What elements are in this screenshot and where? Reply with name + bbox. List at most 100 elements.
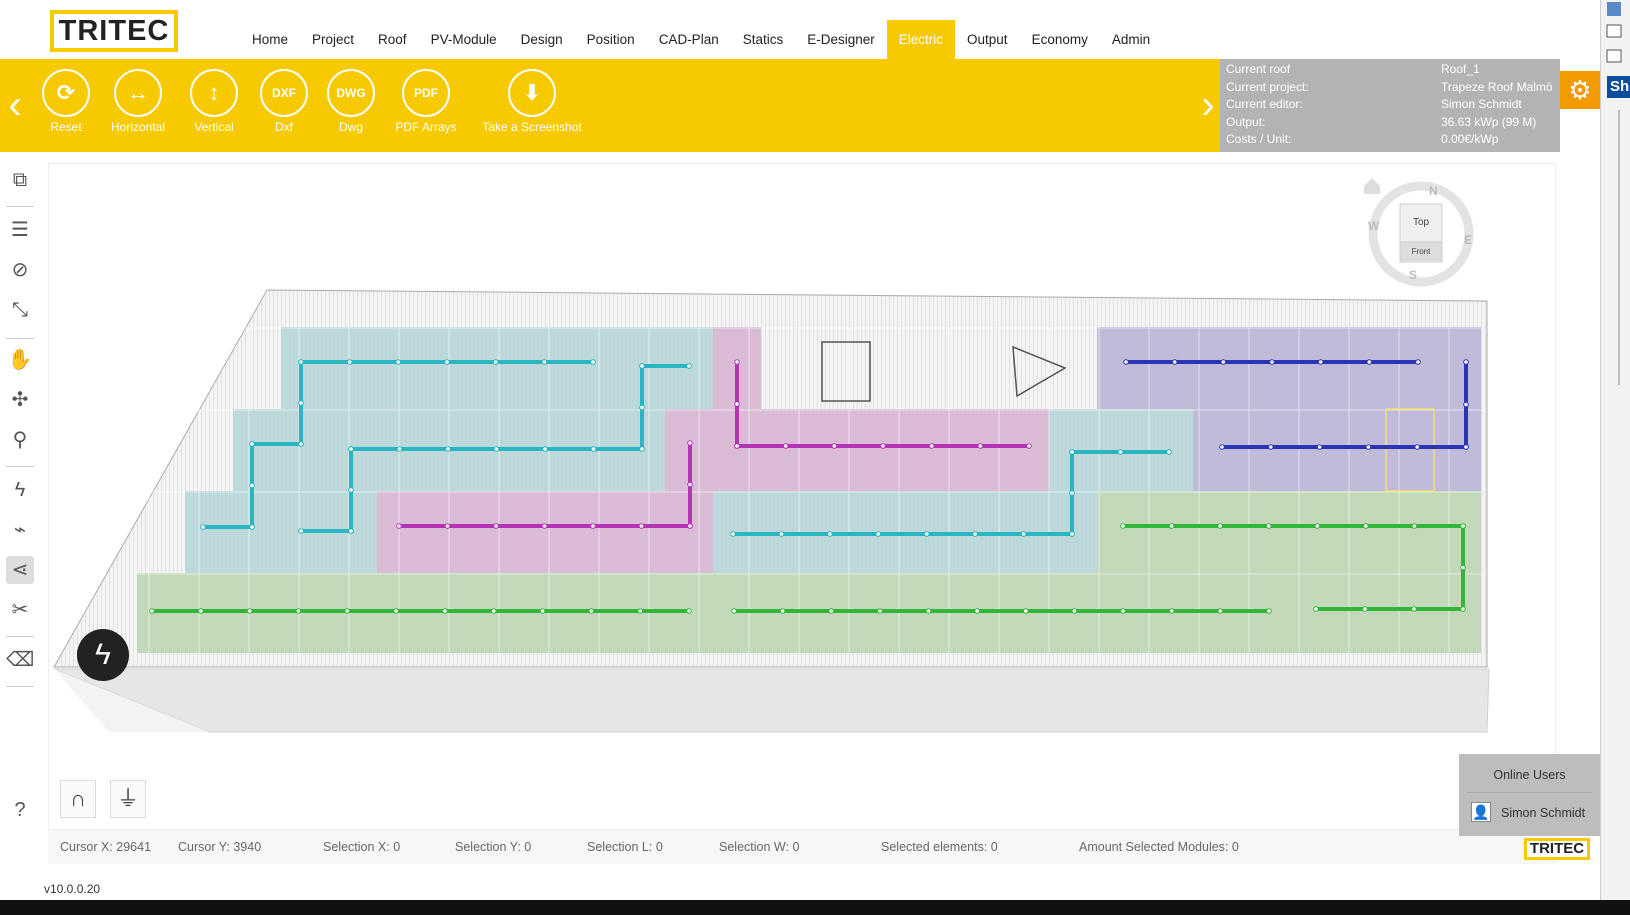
- info-label: Output:: [1226, 114, 1266, 129]
- vertical-arrows-icon: ↕: [190, 69, 238, 117]
- string-node: [396, 446, 403, 452]
- eraser-icon[interactable]: ⌫: [6, 649, 35, 671]
- plug-icon[interactable]: ⌁: [13, 519, 27, 541]
- reset-button[interactable]: ⟳ Reset: [40, 69, 92, 134]
- string-node: [295, 608, 302, 614]
- compass-n-label: N: [1429, 184, 1438, 198]
- nav-electric[interactable]: Electric: [886, 20, 956, 59]
- toolbar-button-label: Horizontal: [110, 120, 166, 134]
- scissors-icon[interactable]: ✂: [11, 599, 29, 621]
- string-node: [687, 481, 693, 488]
- info-value: Simon Schmidt: [1441, 97, 1522, 111]
- string-node: [1071, 608, 1078, 614]
- selection-w-readout: Selection W: 0: [719, 840, 800, 854]
- string-node: [490, 608, 497, 614]
- nav-statics[interactable]: Statics: [742, 32, 784, 47]
- string-node: [1313, 606, 1319, 612]
- string-node: [1020, 531, 1027, 537]
- toolbar-button-label: Reset: [50, 120, 82, 134]
- no-edit-icon[interactable]: ⊘: [11, 259, 29, 281]
- string-node: [928, 443, 935, 449]
- lightning-action-button[interactable]: ϟ: [77, 629, 129, 681]
- version-label: v10.0.0.20: [44, 882, 101, 896]
- roof-lower-face: [53, 668, 1490, 733]
- rotate-icon[interactable]: ✣: [11, 389, 29, 411]
- nav-output[interactable]: Output: [967, 32, 1008, 47]
- move-pointer-icon[interactable]: ⤡: [12, 299, 28, 321]
- nav-economy[interactable]: Economy: [1031, 32, 1088, 47]
- string-node: [1460, 564, 1466, 571]
- string-node: [1268, 444, 1274, 450]
- horizontal-button[interactable]: ↔ Horizontal: [110, 69, 166, 134]
- string-node: [346, 359, 353, 365]
- string-node: [1460, 523, 1466, 529]
- roof-drawing[interactable]: Top Front N E S W: [49, 164, 1557, 831]
- lightning-tool-icon[interactable]: ϟ: [14, 479, 26, 501]
- toolbar-right-arrow[interactable]: ›: [1201, 83, 1215, 127]
- string-node: [637, 608, 643, 614]
- nav-admin[interactable]: Admin: [1111, 32, 1151, 47]
- string-node: [1168, 608, 1175, 614]
- pdf-arrays-button[interactable]: PDF PDF Arrays: [394, 69, 458, 134]
- nav-home[interactable]: Home: [252, 32, 289, 47]
- string-node: [977, 443, 984, 449]
- string-node: [1314, 523, 1321, 529]
- horizontal-arrows-icon: ↔: [114, 69, 162, 117]
- string-node: [1117, 449, 1124, 455]
- string-node: [1365, 444, 1372, 450]
- string-node: [1217, 523, 1223, 529]
- compass-s-label: S: [1409, 268, 1417, 282]
- list-icon[interactable]: ☰: [11, 219, 29, 241]
- settings-gear-icon[interactable]: ⚙: [1560, 71, 1600, 109]
- string-node: [396, 523, 402, 529]
- string-node: [1217, 608, 1224, 614]
- string-node: [1120, 608, 1126, 614]
- zoom-icon[interactable]: ⚲: [12, 429, 28, 451]
- string-node: [730, 531, 736, 537]
- selection-l-readout: Selection L: 0: [587, 840, 663, 854]
- right-panel-title[interactable]: Sh: [1607, 76, 1630, 98]
- compass-top-label: Top: [1413, 217, 1430, 228]
- online-user-name[interactable]: Simon Schmidt: [1501, 806, 1586, 820]
- nav-e-designer[interactable]: E-Designer: [807, 32, 875, 47]
- cable-tool-icon[interactable]: ∩: [60, 780, 96, 818]
- compass-e-label: E: [1464, 233, 1472, 247]
- view-compass[interactable]: Top Front N E S W: [1364, 178, 1474, 287]
- tritec-logo[interactable]: TRITEC: [50, 10, 178, 52]
- string-node: [1463, 359, 1469, 365]
- string-node: [1414, 444, 1420, 450]
- nav-pv-module[interactable]: PV-Module: [430, 32, 497, 47]
- nav-design[interactable]: Design: [520, 32, 563, 47]
- string-node: [1219, 444, 1225, 450]
- toolbar-left-arrow[interactable]: ‹: [8, 83, 22, 127]
- nav-roof[interactable]: Roof: [378, 32, 407, 47]
- string-node: [1362, 606, 1368, 612]
- dwg-button[interactable]: DWG Dwg: [325, 69, 377, 134]
- toolbar-button-label: Vertical: [194, 120, 234, 134]
- string-node: [974, 608, 980, 614]
- string-node: [590, 359, 596, 365]
- online-users-panel: Online Users 👤 Simon Schmidt: [1459, 754, 1600, 836]
- right-side-panel: [1600, 0, 1630, 915]
- string-connect-icon[interactable]: ⋖: [6, 556, 34, 584]
- nav-project[interactable]: Project: [312, 32, 355, 47]
- nav-position[interactable]: Position: [586, 32, 635, 47]
- take-a-screenshot-button[interactable]: ⬇ Take a Screenshot: [472, 69, 592, 134]
- toolbar-button-label: Dwg: [338, 120, 363, 134]
- info-value: Roof_1: [1441, 62, 1480, 76]
- string-node: [1316, 444, 1323, 450]
- vertical-button[interactable]: ↕ Vertical: [188, 69, 240, 134]
- hand-pan-icon[interactable]: ✋: [7, 349, 33, 371]
- roof-canvas[interactable]: Top Front N E S W: [48, 163, 1556, 830]
- string-node: [149, 608, 155, 614]
- dxf-button[interactable]: DXF Dxf: [258, 69, 310, 134]
- ground-tool-icon[interactable]: ⏚: [110, 780, 146, 818]
- string-node: [1069, 490, 1075, 496]
- nav-cad-plan[interactable]: CAD-Plan: [658, 32, 719, 47]
- string-node: [734, 359, 740, 365]
- selected-modules-readout: Amount Selected Modules: 0: [1079, 840, 1239, 854]
- select-window-icon[interactable]: ⧉: [12, 169, 28, 191]
- help-icon[interactable]: ?: [14, 799, 26, 821]
- string-node: [348, 446, 354, 452]
